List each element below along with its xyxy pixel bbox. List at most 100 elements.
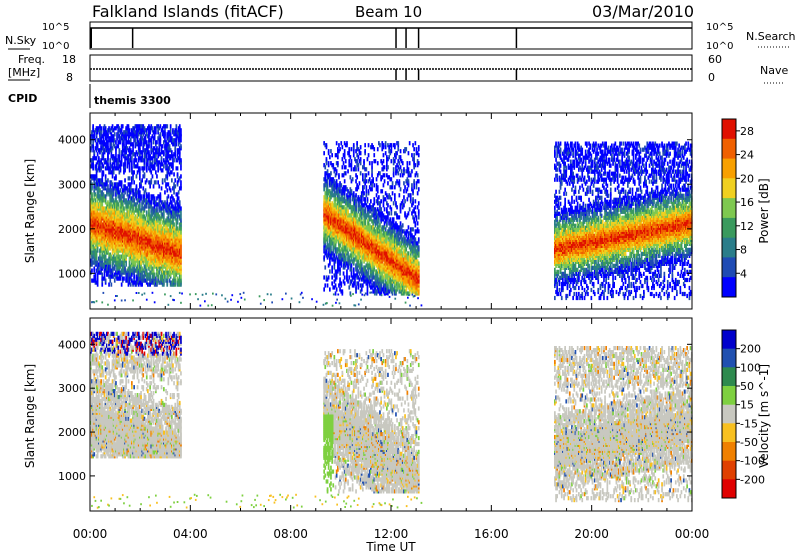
echo-cell bbox=[361, 287, 363, 291]
echo-cell bbox=[115, 140, 117, 144]
echo-cell bbox=[345, 165, 347, 169]
echo-cell bbox=[103, 164, 105, 168]
echo-cell bbox=[121, 184, 123, 188]
echo-cell bbox=[92, 144, 94, 148]
echo-cell bbox=[141, 178, 143, 182]
echo-cell bbox=[339, 277, 341, 281]
echo-cell bbox=[351, 163, 353, 167]
echo-cell bbox=[112, 182, 114, 186]
echo-cell bbox=[107, 178, 109, 182]
echo-cell bbox=[328, 275, 330, 279]
echo-cell bbox=[109, 279, 111, 283]
echo-cell bbox=[355, 167, 357, 171]
echo-cell bbox=[132, 188, 134, 192]
echo-cell bbox=[160, 124, 162, 128]
echo-cell bbox=[128, 124, 130, 128]
echo-cell bbox=[351, 167, 353, 171]
echo-cell bbox=[117, 202, 119, 206]
echo-cell bbox=[92, 140, 94, 144]
echo-cell bbox=[131, 156, 133, 160]
echo-cell bbox=[358, 281, 360, 285]
echo-cell bbox=[158, 146, 160, 150]
echo-cell bbox=[330, 247, 332, 251]
echo-cell bbox=[180, 206, 182, 210]
echo-cell bbox=[173, 222, 175, 226]
echo-cell bbox=[331, 265, 333, 269]
echo-cell bbox=[326, 249, 328, 253]
echo-cell bbox=[180, 265, 182, 269]
echo-cell bbox=[353, 267, 355, 271]
echo-cell bbox=[323, 287, 325, 291]
echo-cell bbox=[103, 170, 105, 174]
echo-cell bbox=[124, 190, 126, 194]
echo-cell bbox=[112, 146, 114, 150]
echo-cell bbox=[343, 161, 345, 165]
echo-cell bbox=[353, 143, 355, 147]
echo-cell bbox=[157, 180, 159, 184]
echo-cell bbox=[166, 174, 168, 178]
echo-cell bbox=[344, 281, 346, 285]
echo-cell bbox=[354, 281, 356, 285]
echo-cell bbox=[121, 158, 123, 162]
echo-cell bbox=[334, 265, 336, 269]
echo-cell bbox=[177, 220, 179, 224]
echo-cell bbox=[154, 196, 156, 200]
echo-cell bbox=[108, 283, 110, 287]
echo-cell bbox=[115, 196, 117, 200]
echo-cell bbox=[330, 171, 332, 175]
echo-cell bbox=[364, 219, 366, 223]
echo-cell bbox=[323, 275, 325, 279]
echo-cell bbox=[335, 283, 337, 287]
echo-cell bbox=[120, 166, 122, 170]
echo-cell bbox=[148, 192, 150, 196]
echo-cell bbox=[169, 166, 171, 170]
echo-cell bbox=[352, 177, 354, 181]
nsky-tick-bottom: 10^0 bbox=[42, 41, 69, 52]
echo-cell bbox=[330, 149, 332, 153]
echo-cell bbox=[129, 128, 131, 132]
echo-cell bbox=[338, 143, 340, 147]
echo-cell bbox=[339, 271, 341, 275]
echo-cell bbox=[146, 269, 148, 273]
echo-cell bbox=[164, 178, 166, 182]
echo-cell bbox=[104, 275, 106, 279]
echo-cell bbox=[111, 142, 113, 146]
echo-cell bbox=[347, 169, 349, 173]
echo-cell bbox=[351, 189, 353, 193]
echo-cell bbox=[149, 184, 151, 188]
echo-cell bbox=[114, 279, 116, 283]
echo-cell bbox=[149, 130, 151, 134]
echo-cell bbox=[152, 160, 154, 164]
echo-cell bbox=[350, 155, 352, 159]
echo-cell bbox=[336, 287, 338, 291]
echo-cell bbox=[351, 159, 353, 163]
freq-label-1: Freq. bbox=[18, 53, 45, 66]
echo-cell bbox=[348, 275, 350, 279]
echo-cell bbox=[163, 210, 165, 214]
echo-cell bbox=[353, 153, 355, 157]
echo-cell bbox=[344, 153, 346, 157]
freq-tick-top: 18 bbox=[62, 53, 76, 66]
echo-cell bbox=[140, 184, 142, 188]
echo-cell bbox=[107, 162, 109, 166]
echo-cell bbox=[96, 255, 98, 259]
echo-cell bbox=[180, 132, 182, 136]
echo-cell bbox=[98, 156, 100, 160]
echo-cell bbox=[358, 167, 360, 171]
echo-cell bbox=[180, 180, 182, 184]
echo-cell bbox=[97, 279, 99, 283]
echo-cell bbox=[364, 197, 366, 201]
echo-cell bbox=[342, 289, 344, 293]
echo-cell bbox=[139, 146, 141, 150]
echo-cell bbox=[347, 251, 349, 255]
echo-cell bbox=[95, 198, 97, 202]
echo-cell bbox=[329, 155, 331, 159]
echo-cell bbox=[111, 283, 113, 287]
echo-cell bbox=[361, 263, 363, 267]
echo-cell bbox=[160, 192, 162, 196]
echo-cell bbox=[145, 188, 147, 192]
echo-cell bbox=[141, 154, 143, 158]
echo-cell bbox=[103, 136, 105, 140]
echo-cell bbox=[174, 184, 176, 188]
echo-cell bbox=[146, 178, 148, 182]
